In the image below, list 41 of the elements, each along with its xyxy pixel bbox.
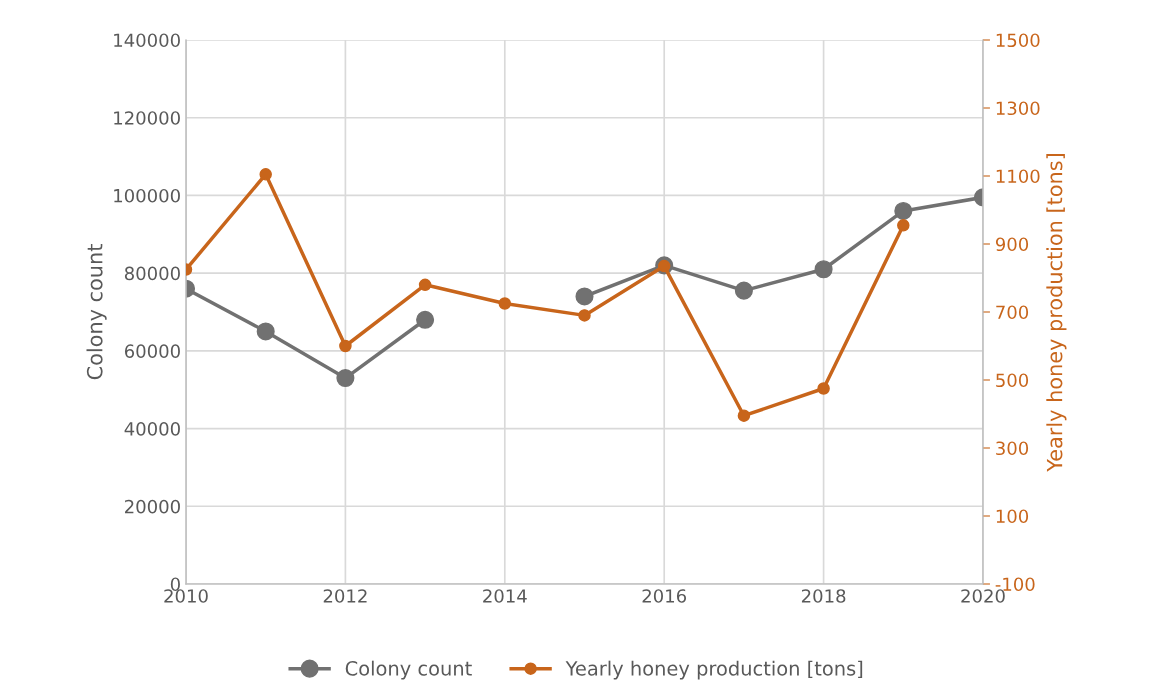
y2-tick-label: 700	[996, 305, 1029, 320]
x-tick-label: 2020	[961, 589, 1005, 603]
y-tick-label: 80000	[124, 266, 180, 281]
y2-tick-label: 100	[996, 509, 1029, 524]
point	[336, 369, 355, 388]
legend-label: Colony count	[345, 660, 472, 680]
y2-tick-label: 300	[996, 441, 1029, 456]
y-tick-label: 120000	[114, 111, 180, 125]
x-tick-label: 2014	[483, 589, 527, 603]
point	[897, 219, 910, 232]
y2-tick-label: -100	[995, 577, 1035, 592]
point	[814, 260, 833, 279]
y2-tick-label: 500	[996, 373, 1029, 388]
x-tick-label: 2018	[801, 589, 846, 603]
point	[339, 339, 352, 353]
y2-tick-label: 1300	[996, 101, 1040, 116]
y-axis-title: Colony count	[86, 244, 107, 380]
x-tick-label: 2012	[323, 589, 367, 603]
point	[256, 322, 275, 341]
y-tick-label: 20000	[125, 499, 180, 514]
point	[578, 309, 591, 322]
x-tick-label: 2010	[164, 589, 208, 603]
point	[737, 409, 751, 422]
point	[734, 281, 753, 300]
y-tick-label: 40000	[124, 422, 180, 436]
y2-tick-label: 1100	[996, 169, 1040, 184]
point	[259, 168, 272, 181]
y2-tick-label: 1500	[996, 33, 1040, 48]
x-tick-label: 2016	[642, 589, 687, 603]
point	[418, 278, 432, 292]
y-tick-label: 60000	[124, 344, 180, 358]
y2-axis-title: Yearly honey production [tons]	[1046, 154, 1067, 472]
point	[575, 287, 594, 306]
point	[416, 310, 435, 329]
point	[817, 382, 830, 395]
y-tick-label: 100000	[114, 188, 180, 203]
point	[894, 201, 913, 220]
legend-label: Yearly honey production [tons]	[565, 660, 863, 680]
y2-tick-label: 900	[995, 237, 1029, 252]
point	[498, 297, 512, 310]
y-tick-label: 140000	[114, 33, 180, 48]
